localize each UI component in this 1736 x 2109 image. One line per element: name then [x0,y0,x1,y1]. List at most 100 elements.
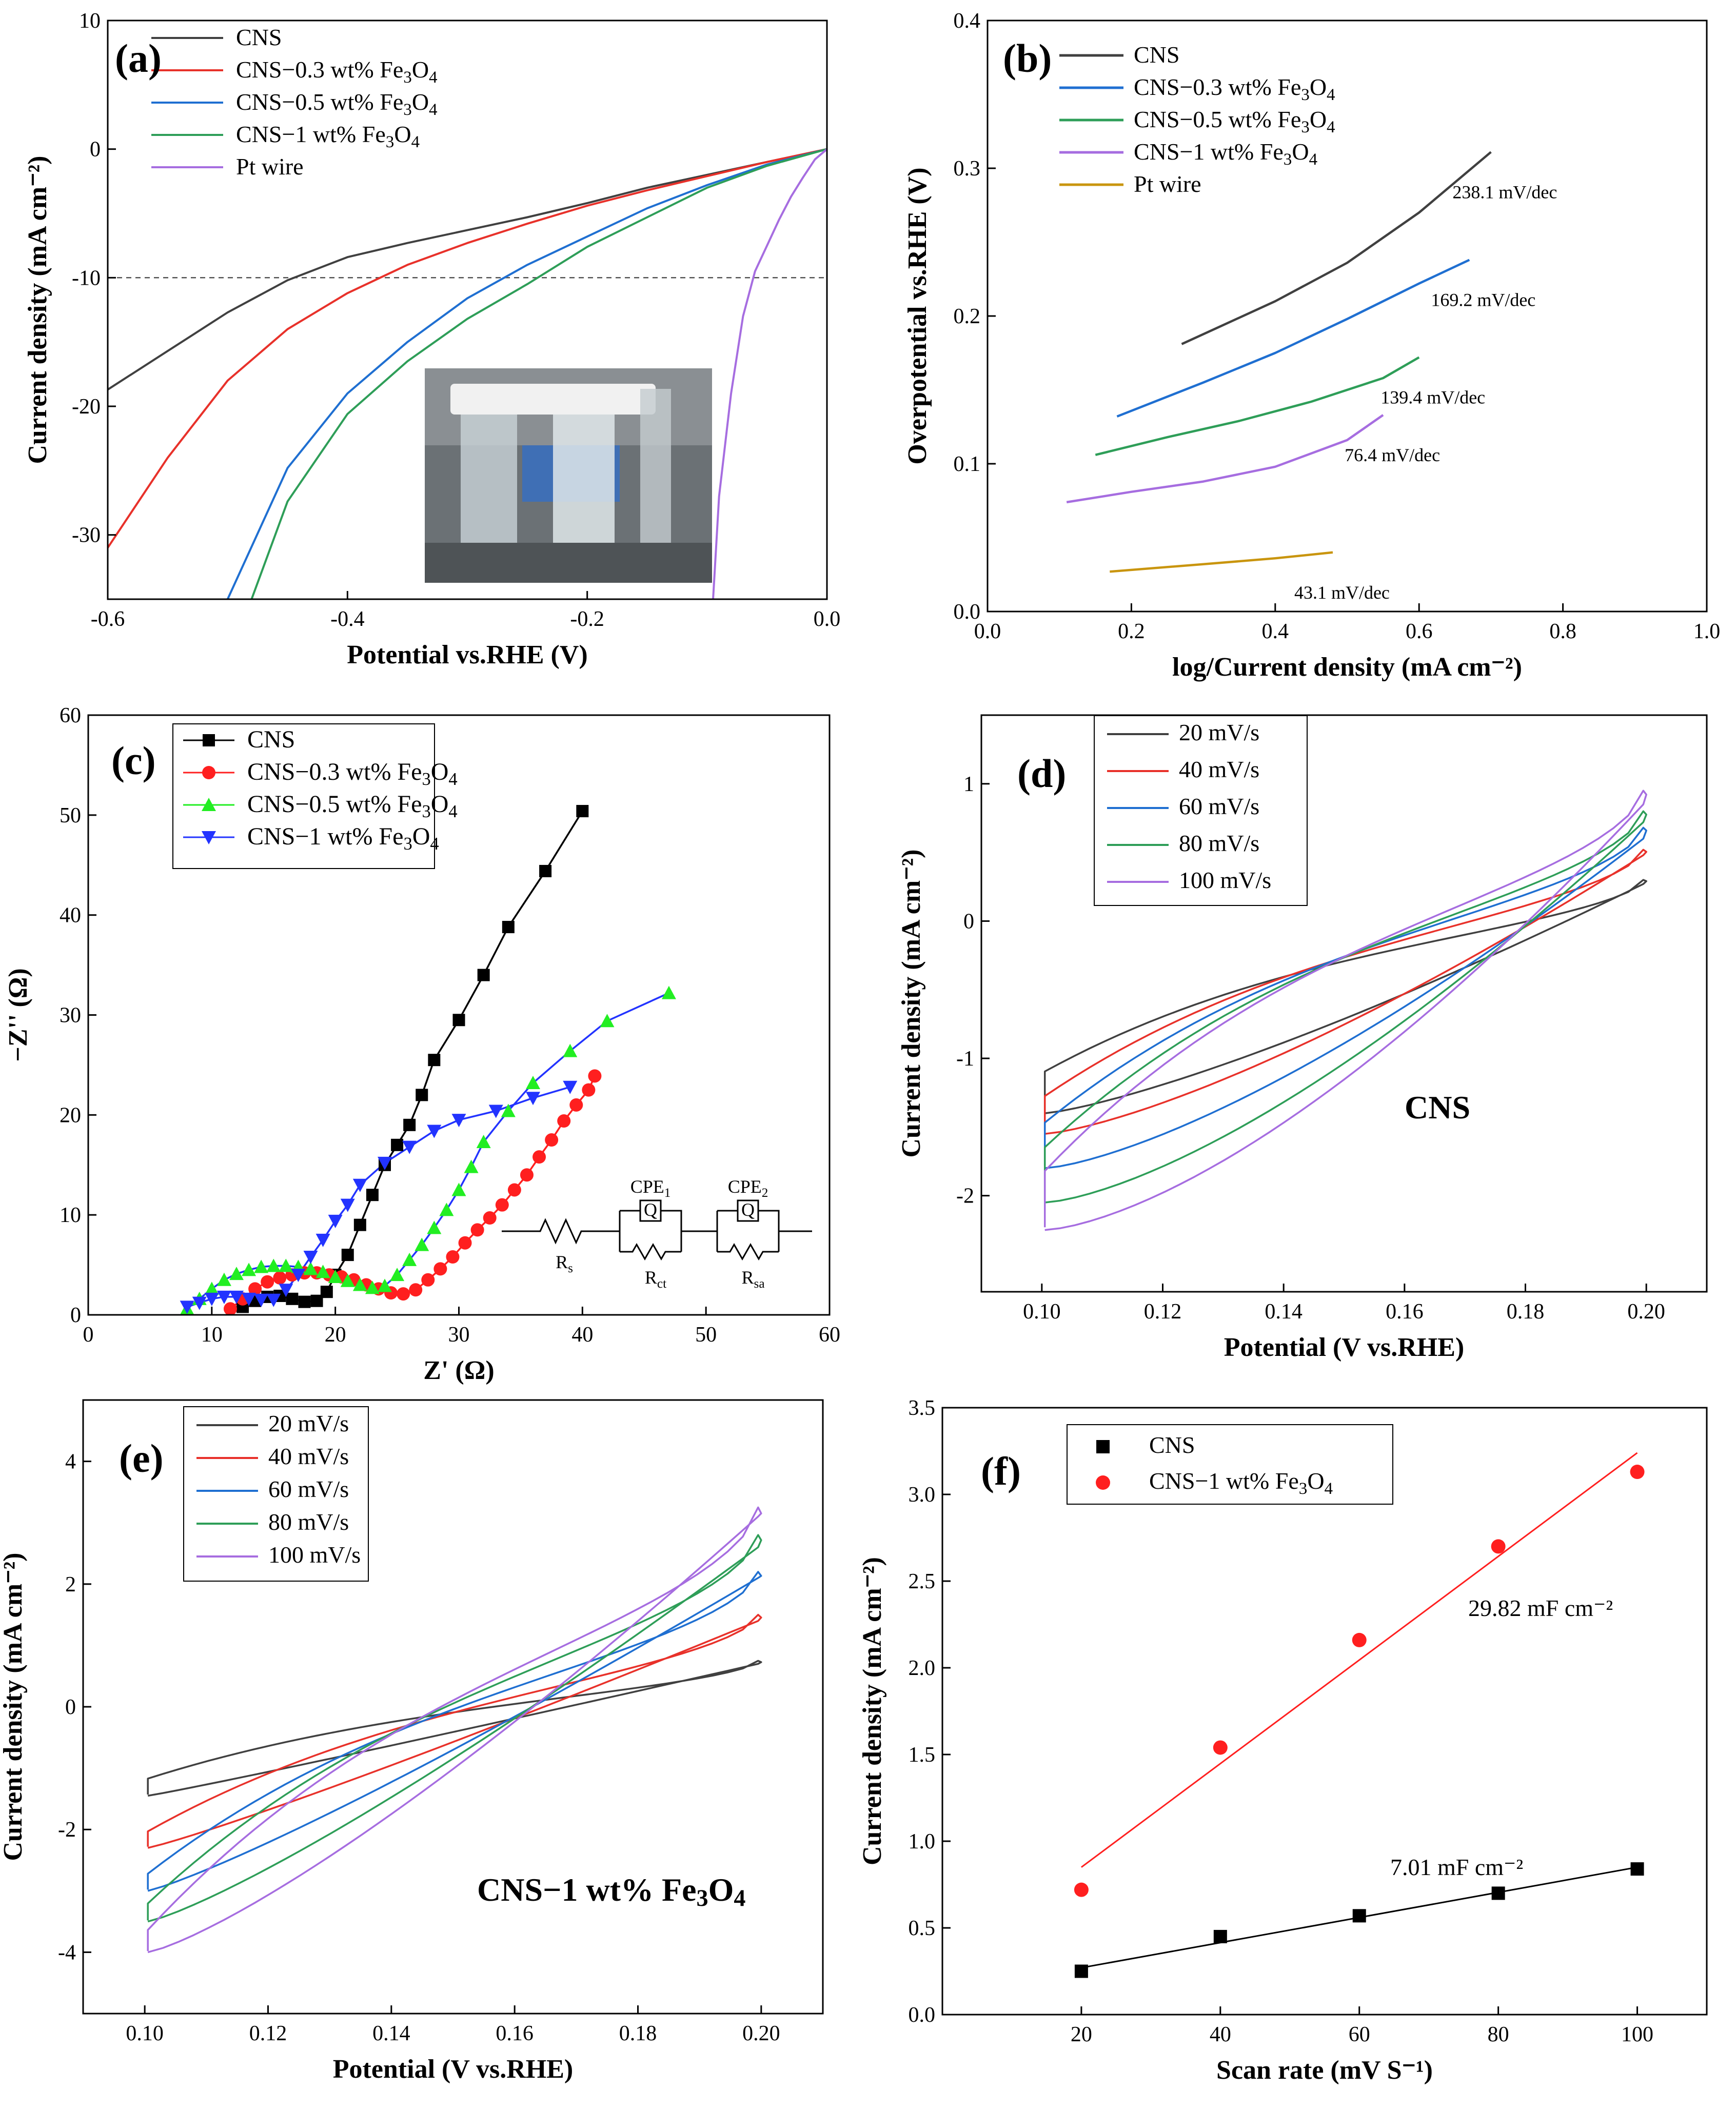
data-point [1213,1929,1227,1943]
legend-label: CNS−0.5 wt% Fe3O4 [236,89,438,119]
legend-label-tail: O [431,758,449,785]
label-cpe1-main: CPE [630,1176,664,1197]
data-point [661,985,676,999]
slope-annotation: 139.4 mV/dec [1380,387,1485,408]
data-point [569,1098,583,1112]
y-tick-label: 30 [60,1004,81,1028]
data-point [279,1284,293,1297]
data-point [576,805,589,818]
panel-label: (a) [115,36,162,81]
legend-label-main: CNS−0.3 wt% Fe [247,758,422,785]
legend-label-main: CNS−1 wt% Fe [247,823,403,850]
axes-frame [107,19,828,600]
legend-label-main: CNS−1 wt% Fe [1134,139,1284,165]
data-point [427,1220,442,1234]
data-point [391,1138,404,1151]
data-point [563,1043,578,1057]
data-point [421,1273,435,1287]
y-tick-label: 0.4 [954,9,981,33]
legend-label-main: CNS−0.3 wt% Fe [236,56,403,83]
slope-annotation: 169.2 mV/dec [1431,290,1535,310]
cpe1-branch [619,1210,717,1261]
legend-label-main: CNS−0.5 wt% Fe [247,791,422,818]
data-point [366,1189,379,1201]
x-tick-label: 30 [448,1323,470,1347]
data-point [1352,1632,1367,1647]
photo-cell-left [461,415,517,543]
data-point [320,1286,333,1298]
data-point [502,921,515,934]
slope-annotation: 43.1 mV/dec [1294,582,1390,603]
data-point [340,1273,355,1287]
data-point [427,1125,442,1138]
label-cpe2: CPE2 [728,1176,768,1200]
legend-label: CNS−1 wt% Fe3O4 [1149,1468,1333,1498]
label-rsa-main: R [742,1267,754,1288]
data-point [501,1103,516,1117]
legend-label-main: CNS [1149,1432,1195,1458]
x-tick-label: 0.12 [249,2022,287,2045]
data-point [488,1105,503,1118]
legend-label-tail: O [412,56,429,83]
x-tick-label: 80 [1488,2023,1509,2046]
cpe2-q-label: Q [741,1199,755,1220]
legend-label: CNS−0.3 wt% Fe3O4 [1134,74,1335,104]
legend-label: Pt wire [1134,171,1201,197]
legend-label-sub2: 4 [411,132,420,151]
legend-box [1067,1424,1393,1505]
data-point [415,1237,429,1251]
data-point [223,1302,237,1315]
y-tick-label: -2 [58,1818,76,1842]
data-point [216,1290,231,1304]
axes-frame [987,19,1708,613]
legend-label: CNS−1 wt% Fe3O4 [1134,139,1318,169]
center-label: CNS [1405,1089,1470,1126]
y-tick-label: 10 [60,1204,81,1227]
photo-holder [450,384,656,415]
data-point [216,1272,231,1286]
data-point [446,1250,460,1264]
cpe1-q-label: Q [644,1199,657,1220]
legend-label: CNS [1149,1432,1195,1458]
plot-area [180,805,676,1315]
cv-loop-2 [147,1571,762,1892]
data-point [520,1168,534,1182]
legend-label-main: CNS [236,24,282,50]
data-point [298,1295,311,1308]
data-point [483,1211,497,1225]
data-point [495,1198,509,1212]
x-tick-label: 0.8 [1549,620,1576,643]
series-line-0 [108,148,827,391]
center-label-tail: O [708,1871,734,1908]
y-axis-label: Current density (mA cm⁻²) [0,1553,28,1861]
legend-label-tail: O [1307,1468,1324,1494]
data-point [403,1118,416,1131]
series-line-2 [226,148,827,599]
data-point [229,1267,244,1280]
data-point [409,1283,423,1297]
legend-label-main: CNS−0.5 wt% Fe [1134,106,1301,132]
legend-label-sub2: 4 [1327,85,1335,104]
legend-label: CNS−0.3 wt% Fe3O4 [247,758,458,789]
panel-label: (b) [1003,36,1052,81]
legend-label-tail: O [1310,106,1327,132]
center-label-main: CNS−1 wt% Fe [477,1871,697,1908]
x-tick-label: 0.14 [1265,1300,1303,1324]
data-point [365,1280,380,1294]
data-point [464,1159,479,1173]
legend-label: 40 mV/s [1179,756,1259,782]
legend-label-sub2: 4 [1327,117,1335,136]
x-tick-label: 0.16 [496,2022,534,2045]
slope-annotation: 76.4 mV/dec [1345,445,1440,465]
legend-label-sub: 3 [1299,1479,1308,1498]
y-tick-label: 0 [963,910,974,933]
x-tick-label: 40 [571,1323,593,1347]
panel-label: (e) [119,1436,164,1481]
x-tick-label: -0.2 [570,607,604,631]
legend-label-tail: O [394,121,411,147]
data-point [286,1292,299,1305]
y-tick-label: 0 [90,138,101,162]
label-rct: Rct [645,1267,666,1291]
fit-line-1 [1081,1452,1638,1868]
